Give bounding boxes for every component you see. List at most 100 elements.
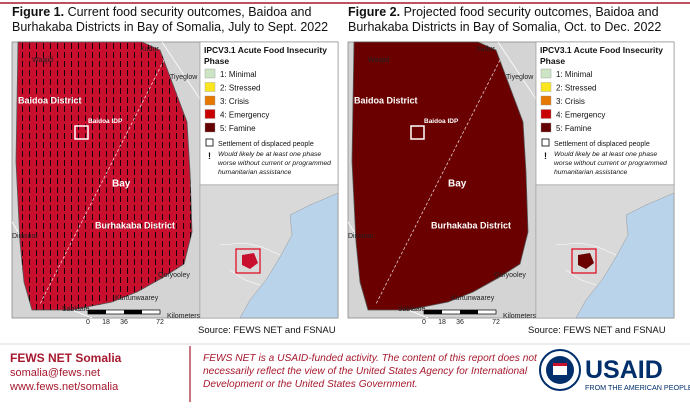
inset-map: [535, 184, 675, 319]
legend-title: IPCV3.1 Acute Food Insecurity: [540, 45, 663, 55]
map-label: Diinsoor: [348, 233, 374, 240]
idp-marker: [410, 125, 425, 140]
figure-title-line: Current food security outcomes, Baidoa a…: [68, 5, 312, 19]
legend-note-symbol: !: [208, 151, 211, 161]
legend-label: 5: Famine: [220, 124, 256, 133]
legend-swatch: [540, 95, 552, 106]
legend-swatch: [204, 109, 216, 119]
scale-label: 72: [492, 319, 500, 326]
map-label: Waajid: [368, 57, 389, 64]
figure-title: Figure 2. Projected food security outcom…: [348, 5, 659, 19]
legend-label: 3: Crisis: [220, 97, 249, 106]
inset-land: [535, 184, 675, 319]
map-label: Baidoa District: [18, 95, 82, 105]
legend-note: worse without current or programmed: [218, 160, 331, 167]
figure-title-line: Burhakaba Districts in Bay of Somalia, J…: [12, 20, 328, 34]
legend-swatch: [540, 68, 552, 79]
legend-settlement-icon: [205, 138, 214, 147]
district-border: [71, 309, 93, 319]
disclaimer-line: necessarily reflect the view of the Unit…: [203, 366, 528, 377]
legend-settlement: Settlement of displaced people: [554, 141, 650, 148]
legend-note: humanitarian assistance: [554, 169, 628, 176]
map-label: Bay: [448, 178, 467, 189]
legend-note-symbol: !: [544, 151, 547, 161]
legend-label: 5: Famine: [556, 124, 592, 133]
scale-label: 0: [86, 319, 90, 326]
scale-unit: Kilometers: [503, 313, 537, 320]
map-label: Qoryooley: [158, 272, 190, 279]
legend-note: worse without current or programmed: [554, 160, 667, 167]
legend-swatch: [540, 122, 552, 133]
bay-region: [351, 41, 529, 311]
legend-swatch: [204, 82, 216, 92]
district-border: [407, 309, 429, 319]
legend-label: 2: Stressed: [220, 84, 260, 93]
map-label: Baidoa IDP: [424, 118, 459, 125]
legend-title: Phase: [204, 56, 229, 66]
scale-bar: [460, 310, 478, 314]
figure-label: Figure 2.: [348, 5, 400, 19]
figure-title: Figure 1. Current food security outcomes…: [12, 5, 312, 19]
map-label: Kurtunwaarey: [115, 295, 159, 302]
map-label: Waajid: [32, 57, 53, 64]
road: [375, 59, 501, 305]
map-label: Xudur: [140, 46, 159, 53]
map-label: Diinsoor: [12, 233, 38, 240]
figure-title-line: Burhakaba Districts in Bay of Somalia, O…: [348, 20, 661, 34]
legend-swatch: [540, 109, 552, 119]
legend-label: 4: Emergency: [556, 111, 605, 120]
scale-label: 72: [156, 319, 164, 326]
scale-bar: [424, 310, 442, 314]
inset-highlight: [571, 248, 597, 274]
legend-label: 4: Emergency: [220, 111, 269, 120]
inset-bay: [578, 253, 594, 269]
map-label: Bay: [112, 178, 131, 189]
legend-box: [199, 41, 339, 186]
scale-label: 36: [120, 319, 128, 326]
legend-title: Phase: [540, 56, 565, 66]
source: Source: FEWS NET and FSNAU: [528, 325, 666, 336]
inset-border: [229, 269, 261, 286]
map-label: Qoryooley: [494, 272, 526, 279]
map-label: Sablaale: [398, 306, 425, 313]
figure: Figure 2. Projected food security outcom…: [347, 5, 675, 336]
map-label: Tiyeglow: [170, 74, 198, 81]
inset-border: [555, 242, 617, 256]
legend-label: 2: Stressed: [556, 84, 596, 93]
inset-bay: [242, 253, 258, 269]
footer-org: FEWS NET Somalia: [10, 351, 122, 365]
hatch-overlay: [16, 42, 192, 310]
idp-marker: [74, 125, 89, 140]
legend-swatch: [540, 82, 552, 92]
usaid-tagline: FROM THE AMERICAN PEOPLE: [585, 383, 690, 392]
footer-url: www.fews.net/somalia: [9, 381, 119, 393]
map-label: Xudur: [476, 46, 495, 53]
inset-border: [565, 269, 597, 286]
figure: Figure 1. Current food security outcomes…: [11, 5, 339, 336]
inset-land: [199, 184, 339, 319]
legend-swatch: [204, 68, 216, 79]
figure-title-line: Projected food security outcomes, Baidoa…: [404, 5, 659, 19]
disclaimer-line: FEWS NET is a USAID-funded activity. The…: [203, 353, 538, 364]
legend-swatch: [204, 95, 216, 106]
footer-email: somalia@fews.net: [10, 367, 100, 379]
map-label: Tiyeglow: [506, 74, 534, 81]
legend-label: 3: Crisis: [556, 97, 585, 106]
scale-label: 0: [422, 319, 426, 326]
inset-border: [219, 242, 281, 256]
usaid-wordmark: USAID: [585, 356, 663, 384]
map-label: Burhakaba District: [431, 220, 511, 230]
road: [39, 59, 165, 305]
legend-settlement: Settlement of displaced people: [218, 141, 314, 148]
map-label: Baidoa IDP: [88, 118, 123, 125]
legend-note: Would likely be at least one phase: [554, 151, 657, 158]
scale-label: 18: [102, 319, 110, 326]
legend-note: Would likely be at least one phase: [218, 151, 321, 158]
figure-label: Figure 1.: [12, 5, 64, 19]
source: Source: FEWS NET and FSNAU: [198, 325, 336, 336]
disclaimer-line: Development or the United States Governm…: [203, 379, 418, 390]
usaid-seal: [539, 349, 581, 391]
